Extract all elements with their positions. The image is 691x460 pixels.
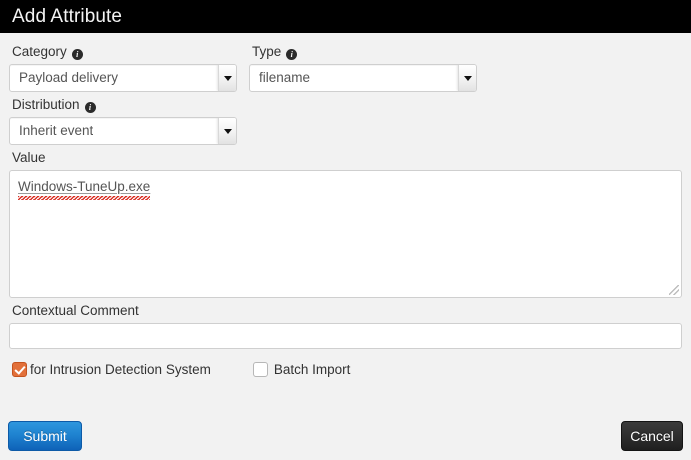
type-select-value: filename	[259, 70, 311, 85]
chevron-down-icon[interactable]	[458, 65, 476, 91]
spellcheck-underline	[18, 196, 151, 200]
type-label-text: Type	[252, 44, 282, 59]
category-label-text: Category	[12, 44, 67, 59]
batch-import-checkbox-label[interactable]: Batch Import	[273, 362, 351, 377]
ids-checkbox[interactable]	[12, 362, 27, 377]
batch-import-group: Batch Import	[252, 362, 351, 377]
dialog-footer: Submit Cancel	[0, 418, 691, 460]
value-label: Value	[12, 150, 46, 165]
checkbox-row: for Intrusion Detection System Batch Imp…	[12, 362, 682, 377]
dialog-form-body: Category i Payload delivery Type i filenam…	[0, 33, 691, 418]
contextual-comment-label: Contextual Comment	[12, 303, 139, 318]
distribution-label: Distribution i	[12, 97, 237, 113]
category-field: Category i Payload delivery	[9, 39, 237, 92]
value-textarea[interactable]: Windows-TuneUp.exe	[9, 170, 682, 298]
distribution-select[interactable]: Inherit event	[9, 117, 237, 145]
info-icon[interactable]: i	[71, 49, 83, 60]
resize-handle[interactable]	[669, 285, 679, 295]
submit-button[interactable]: Submit	[8, 421, 82, 451]
chevron-down-icon[interactable]	[218, 65, 236, 91]
category-label: Category i	[12, 44, 237, 60]
distribution-field: Distribution i Inherit event	[9, 92, 237, 145]
type-label: Type i	[252, 44, 477, 60]
chevron-down-icon[interactable]	[218, 118, 236, 144]
ids-checkbox-label[interactable]: for Intrusion Detection System	[30, 362, 211, 377]
distribution-label-text: Distribution	[12, 97, 80, 112]
contextual-comment-input[interactable]	[9, 323, 682, 349]
page-title: Add Attribute	[12, 6, 123, 27]
info-icon[interactable]: i	[286, 49, 298, 60]
category-select-value: Payload delivery	[19, 70, 119, 85]
cancel-button[interactable]: Cancel	[621, 421, 683, 451]
distribution-row: Distribution i Inherit event	[9, 92, 682, 145]
batch-import-checkbox[interactable]	[252, 362, 268, 377]
category-type-row: Category i Payload delivery Type i filenam…	[9, 39, 682, 92]
category-select[interactable]: Payload delivery	[9, 64, 237, 92]
dialog-titlebar: Add Attribute	[0, 0, 691, 33]
value-textarea-text: Windows-TuneUp.exe	[18, 179, 151, 194]
info-icon[interactable]: i	[84, 102, 96, 113]
type-select[interactable]: filename	[249, 64, 477, 92]
distribution-select-value: Inherit event	[19, 123, 94, 138]
type-field: Type i filename	[249, 39, 477, 92]
